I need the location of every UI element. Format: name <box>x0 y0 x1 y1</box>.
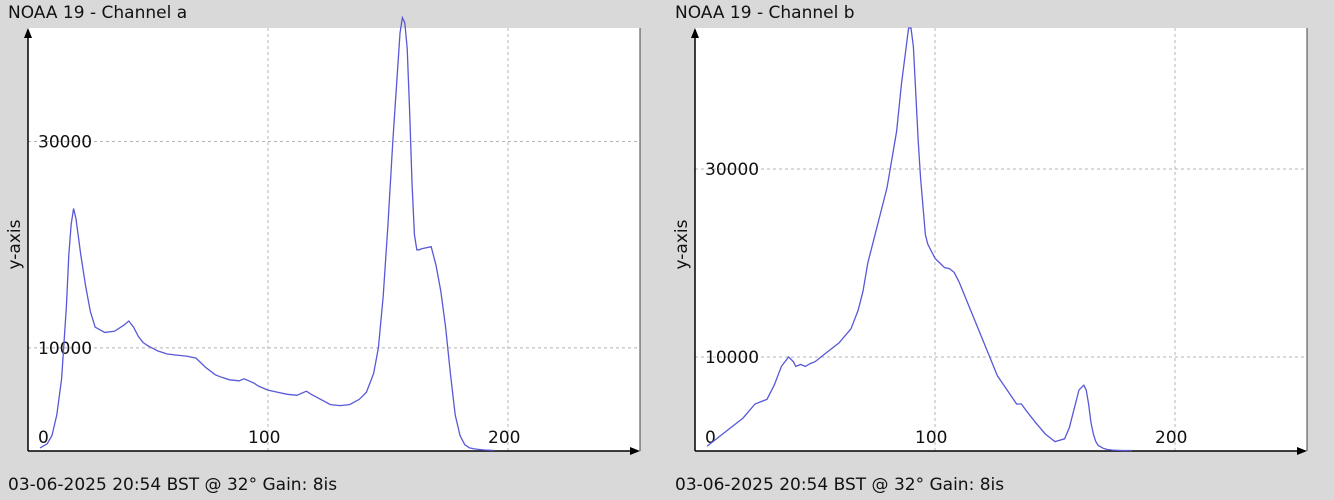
y-tick-label: 10000 <box>38 339 92 359</box>
chart-footer: 03-06-2025 20:54 BST @ 32° Gain: 8is <box>675 475 1005 495</box>
chart-panel-b: NOAA 19 - Channel b 0 100 200 10000 30000 y-a… <box>667 0 1334 500</box>
x-axis-arrow <box>630 447 640 455</box>
x-axis-arrow <box>1297 447 1307 455</box>
chart-title: NOAA 19 - Channel a <box>8 3 188 23</box>
x-tick-label: 200 <box>1155 428 1187 448</box>
y-tick-label: 30000 <box>38 132 92 152</box>
x-tick-label: 100 <box>915 428 947 448</box>
series-line <box>706 27 1132 452</box>
chart-title: NOAA 19 - Channel b <box>675 3 855 23</box>
y-axis-arrow <box>24 28 32 38</box>
y-axis-label: y-axis <box>672 219 692 269</box>
series-line <box>39 15 494 452</box>
chart-panel-a: NOAA 19 - Channel a 0 100 200 10000 30000 y-a… <box>5 3 641 495</box>
x-tick-label: 0 <box>38 428 49 448</box>
y-axis-arrow <box>691 28 699 38</box>
plot-area <box>28 28 640 451</box>
x-tick-label: 200 <box>488 428 520 448</box>
y-tick-label: 30000 <box>705 160 759 180</box>
y-tick-label: 10000 <box>705 348 759 368</box>
x-tick-label: 100 <box>248 428 280 448</box>
y-axis-label: y-axis <box>5 219 25 269</box>
chart-b-svg: 0 100 200 10000 30000 y-axis <box>672 27 1308 455</box>
chart-a-svg: 0 100 200 10000 30000 y-axis <box>5 15 641 455</box>
chart-footer: 03-06-2025 20:54 BST @ 32° Gain: 8is <box>8 475 338 495</box>
x-tick-label: 0 <box>705 428 716 448</box>
plot-area <box>695 28 1307 451</box>
